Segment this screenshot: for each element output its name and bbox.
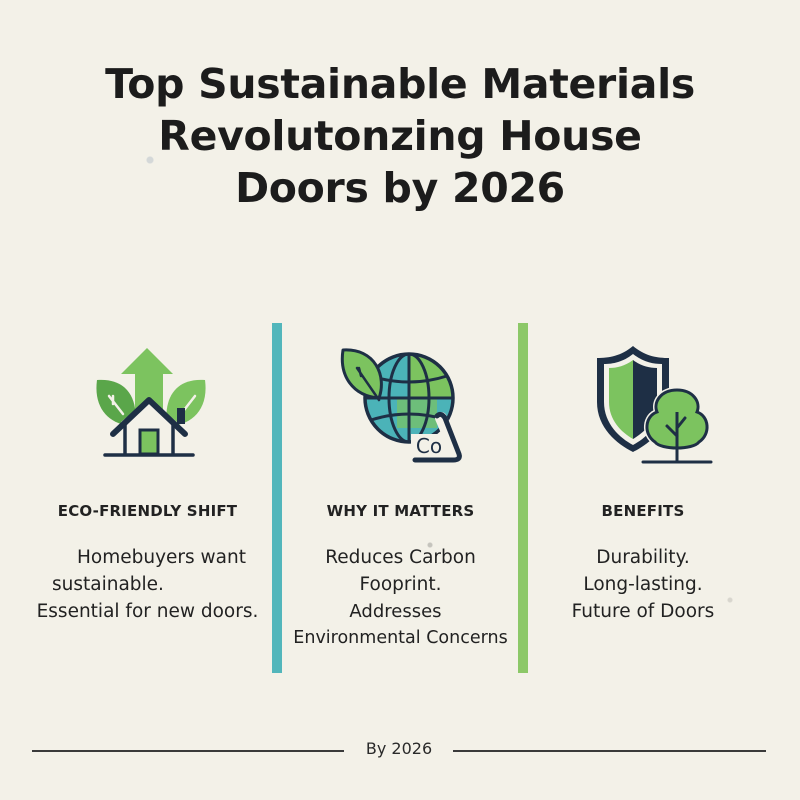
column-body: Durability. Long-lasting. Future of Door… (528, 544, 758, 625)
body-line: Durability. (596, 547, 690, 568)
divider-teal (272, 323, 282, 673)
body-line: Reduces Carbon (325, 547, 476, 568)
body-line: Future of Doors (571, 601, 715, 622)
body-line: Essential for new doors. (36, 601, 259, 622)
body-line: sustainable. (52, 574, 164, 595)
carbon-symbol-text: Co (415, 434, 441, 458)
column-heading: BENEFITS (601, 502, 685, 520)
title-line-3: Doors by 2026 (235, 164, 565, 212)
house-growth-icon (20, 330, 275, 470)
globe-leaf-carbon-icon: Co (283, 330, 518, 470)
body-line: Long-lasting. (583, 574, 703, 595)
body-line: Fooprint. (359, 574, 442, 595)
title-line-2: Revolutonzing House (158, 112, 642, 160)
column-eco-friendly-shift: ECO-FRIENDLY SHIFT Homebuyers want susta… (20, 330, 275, 625)
column-body: Homebuyers want sustainable. Essential f… (20, 544, 275, 625)
body-line: Environmental Concerns (293, 628, 508, 648)
footer-text: By 2026 (365, 739, 433, 758)
footer-divider-left (32, 750, 344, 752)
footer-divider-right (453, 750, 766, 752)
column-why-it-matters: Co WHY IT MATTERS Reduces Carbon Fooprin… (283, 330, 518, 652)
divider-green (518, 323, 528, 673)
body-line: Homebuyers want (76, 547, 246, 568)
column-body: Reduces Carbon Fooprint. Addresses Envir… (283, 544, 518, 652)
body-line: Addresses (349, 601, 442, 622)
page-title: Top Sustainable Materials Revolutonzing … (0, 58, 800, 214)
column-heading: WHY IT MATTERS (326, 502, 475, 520)
column-heading: ECO-FRIENDLY SHIFT (57, 502, 238, 520)
title-line-1: Top Sustainable Materials (105, 60, 695, 108)
shield-tree-icon (528, 330, 758, 470)
column-benefits: BENEFITS Durability. Long-lasting. Futur… (528, 330, 758, 625)
footer: By 2026 (0, 738, 800, 762)
